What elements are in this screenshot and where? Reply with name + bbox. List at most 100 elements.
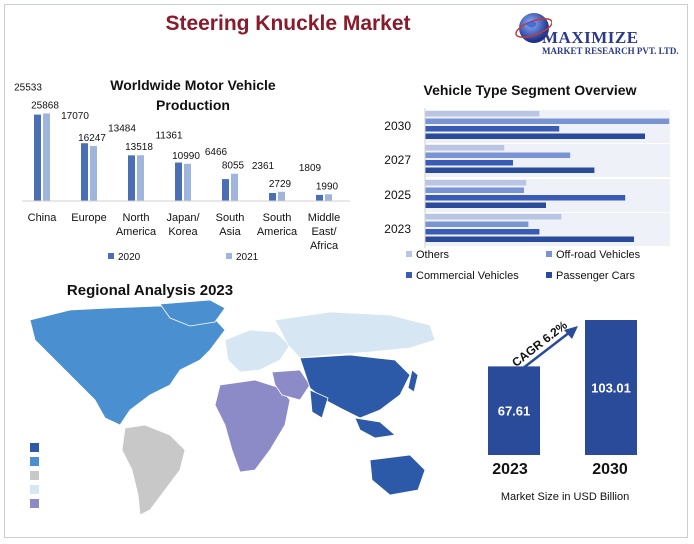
segment-category-label: 2025 — [384, 188, 411, 202]
segment-bar — [425, 133, 645, 139]
production-category-label: Middle — [308, 212, 340, 224]
map-southeast-asia — [354, 417, 396, 439]
production-category-label: America — [116, 226, 157, 238]
production-category-label: South — [263, 212, 292, 224]
regional-analysis-title: Regional Analysis 2023 — [66, 282, 234, 299]
segment-legend-swatch — [546, 251, 552, 257]
production-bar — [222, 179, 229, 201]
segment-bar — [425, 118, 670, 124]
production-bar — [231, 173, 238, 201]
production-value-label: 13484 — [108, 123, 136, 134]
legend-swatch — [30, 485, 39, 494]
segment-bar — [425, 202, 546, 208]
segment-bar — [425, 111, 540, 117]
legend-swatch — [30, 471, 39, 480]
production-bar — [43, 113, 50, 201]
segment-bar — [425, 126, 560, 132]
segment-legend-label: Passenger Cars — [556, 270, 635, 282]
cagr-year-label: 2023 — [492, 461, 528, 478]
segment-category-label: 2027 — [384, 153, 411, 167]
logo-name: MAXIMIZE — [542, 28, 639, 47]
production-category-label: Africa — [310, 240, 339, 252]
production-bar — [316, 194, 323, 201]
production-value-label: 17070 — [61, 111, 89, 122]
production-category-label: East/ — [311, 226, 337, 238]
legend-label: Asia Pacific — [46, 442, 93, 452]
market-size-bar — [585, 320, 637, 455]
legend-label: Europe — [46, 484, 76, 494]
production-value-label: 25868 — [31, 100, 59, 111]
production-value-label: 25533 — [14, 83, 42, 94]
cagr-label: CAGR 6.2% — [509, 318, 570, 370]
segment-legend-swatch — [406, 272, 412, 278]
segment-chart: 2030 2027 2025 2023 Others Off-road Vehicles C… — [384, 108, 670, 282]
segment-legend-label: Off-road Vehicles — [556, 249, 641, 261]
legend-label: North America — [46, 456, 104, 466]
segment-legend-label: Others — [416, 249, 450, 261]
legend-label: Middle East & Africa — [46, 498, 127, 508]
production-bar — [175, 162, 182, 201]
production-bar — [278, 191, 285, 201]
production-bar — [269, 193, 276, 201]
production-category-label: Europe — [71, 212, 106, 224]
segment-bar — [425, 229, 540, 235]
market-size-value: 103.01 — [591, 381, 631, 396]
production-legend-swatch — [108, 253, 114, 259]
segment-bar — [425, 195, 626, 201]
world-map — [29, 300, 436, 516]
production-value-label: 2361 — [252, 161, 275, 172]
production-value-label: 16247 — [78, 133, 106, 144]
production-category-label: China — [28, 212, 58, 224]
production-value-label: 1990 — [316, 181, 339, 192]
production-legend-label: 2021 — [236, 252, 259, 263]
production-value-label: 8055 — [222, 161, 245, 172]
map-south-america — [121, 424, 186, 516]
map-europe — [224, 329, 291, 373]
logo: MAXIMIZE MARKET RESEARCH PVT. LTD. — [512, 8, 690, 58]
infographic-frame — [4, 4, 688, 538]
market-size-bar — [488, 366, 540, 455]
segment-bar — [425, 152, 571, 158]
map-india — [309, 389, 329, 419]
production-chart: 25533 25868 China 17070 16247 Europe 13484 1351… — [14, 83, 350, 263]
map-africa — [214, 379, 291, 473]
segment-bar — [425, 214, 562, 220]
production-bar — [184, 163, 191, 201]
production-bar — [81, 143, 88, 201]
cagr-year-label: 2030 — [592, 461, 628, 478]
production-bar — [128, 155, 135, 201]
cagr-arrow-line — [517, 331, 571, 373]
production-category-label: North — [123, 212, 150, 224]
segment-bar — [425, 221, 529, 227]
production-bar — [90, 146, 97, 201]
segment-category-label: 2023 — [384, 222, 411, 236]
production-category-label: South — [216, 212, 245, 224]
production-chart-title: Worldwide Motor Vehicle Production — [110, 77, 276, 113]
segment-bar — [425, 167, 595, 173]
production-category-label: Asia — [219, 226, 241, 238]
map-greenland — [159, 300, 226, 327]
production-value-label: 1809 — [299, 163, 322, 174]
production-bar — [34, 114, 41, 201]
market-size-chart: 67.61 103.01 CAGR 6.2% — [488, 318, 637, 455]
market-size-value: 67.61 — [498, 404, 531, 419]
production-category-label: Korea — [168, 226, 198, 238]
market-size-caption: Market Size in USD Billion — [500, 491, 630, 503]
production-value-label: 11361 — [155, 131, 183, 142]
production-bar — [325, 194, 332, 201]
production-legend-swatch — [226, 253, 232, 259]
segment-bar — [425, 145, 505, 151]
production-category-label: Japan/ — [166, 212, 200, 224]
production-category-label: America — [257, 226, 298, 238]
segment-legend-swatch — [406, 251, 412, 257]
segment-chart-title: Vehicle Type Segment Overview — [423, 82, 637, 98]
segment-bar — [425, 160, 513, 166]
map-middle-east — [271, 369, 311, 401]
map-russia — [274, 311, 436, 359]
production-value-label: 13518 — [125, 142, 153, 153]
globe-icon — [515, 13, 552, 43]
segment-bar — [425, 180, 527, 186]
legend-swatch — [30, 499, 39, 508]
legend-label: South America — [46, 470, 105, 480]
segment-bar — [425, 236, 634, 242]
